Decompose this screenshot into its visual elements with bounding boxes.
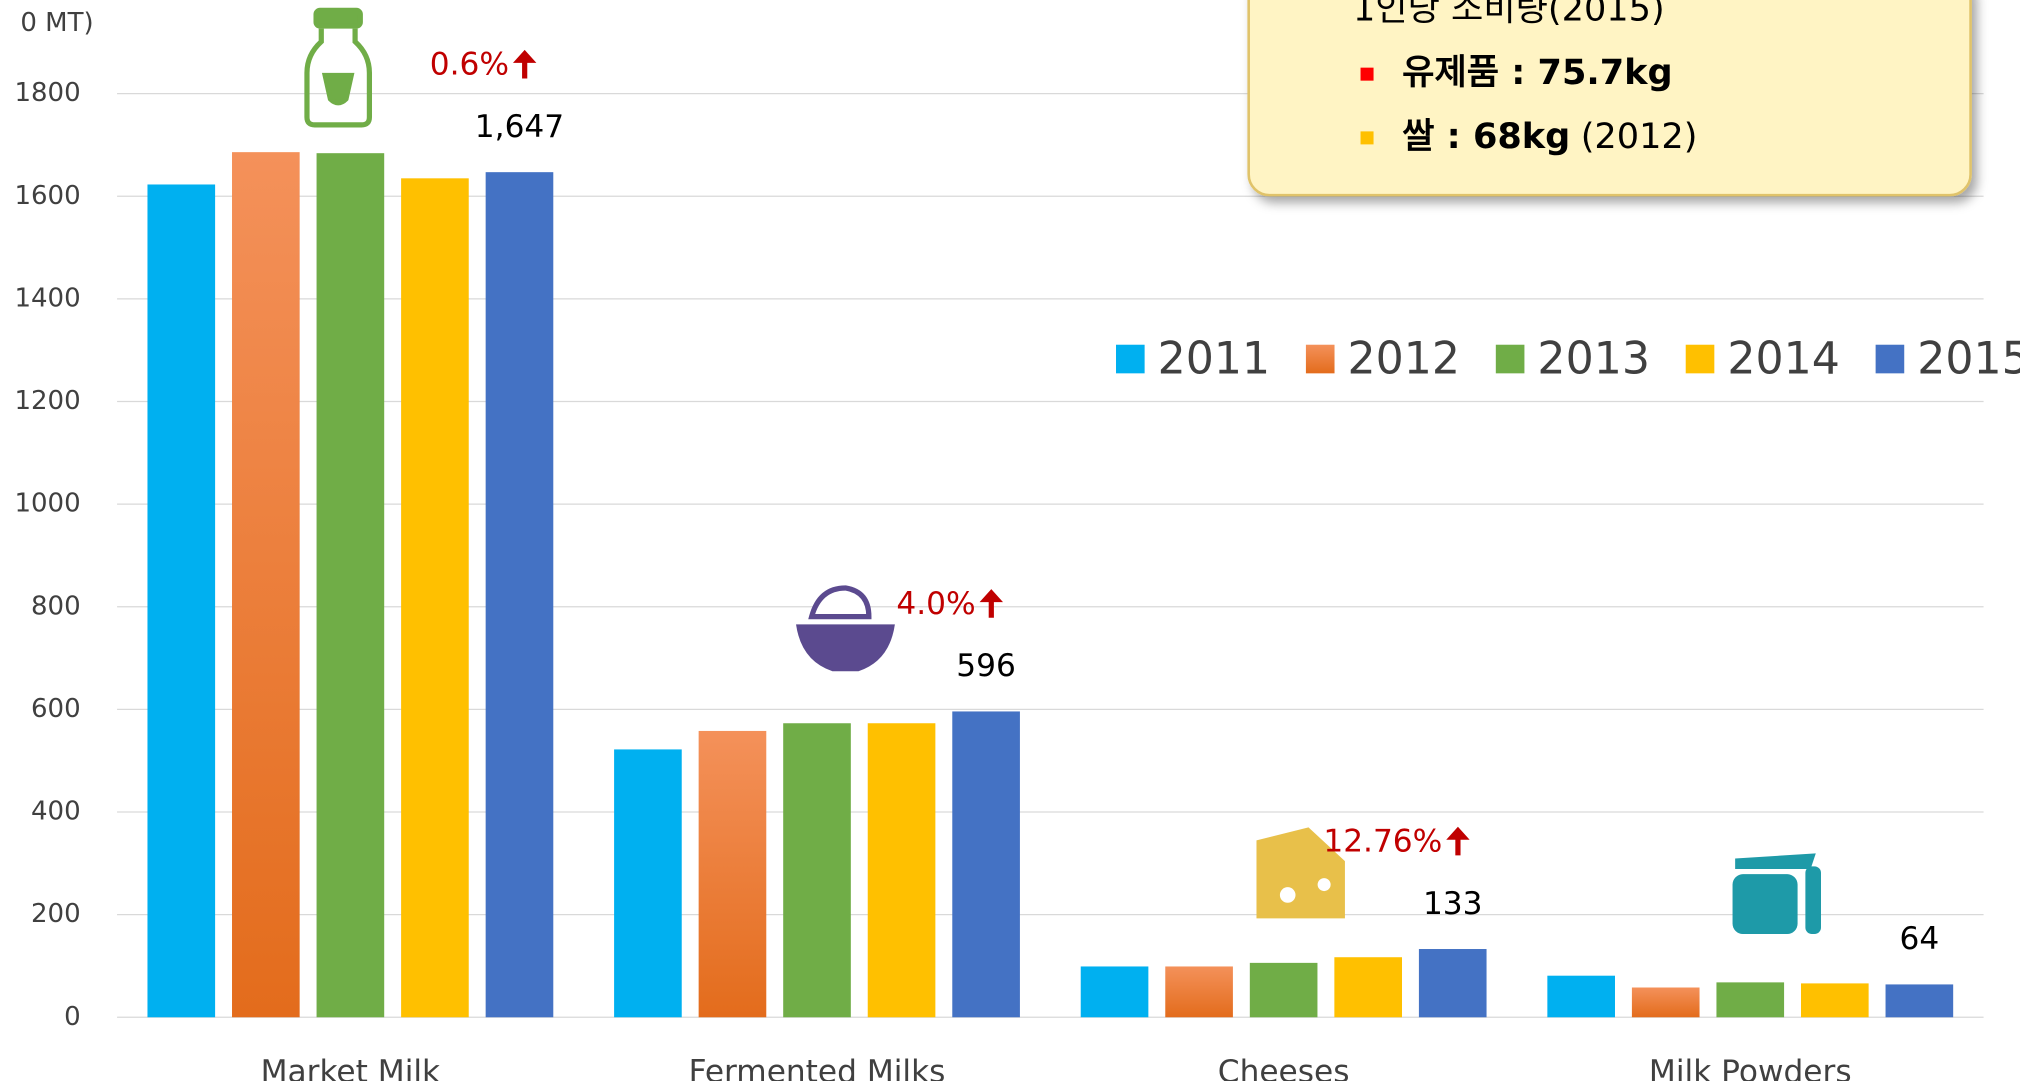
bar: [316, 153, 385, 1018]
legend-label: 2014: [1727, 334, 1840, 385]
bar: [783, 723, 851, 1018]
bar: [952, 711, 1020, 1018]
y-tick-label: 1000: [14, 489, 80, 519]
callout-item: 유제품 : 75.7kg: [1402, 52, 1672, 93]
bar: [1080, 966, 1149, 1018]
legend-label: 2011: [1158, 334, 1271, 385]
y-tick-label: 200: [31, 899, 81, 929]
bar: [614, 749, 682, 1018]
legend-label: 2015: [1917, 334, 2020, 385]
bar: [1547, 975, 1615, 1018]
bar: [1885, 984, 1954, 1018]
legend-swatch: [1495, 344, 1525, 374]
legend-swatch: [1875, 344, 1905, 374]
bar: [1418, 949, 1487, 1018]
bar: [147, 184, 216, 1018]
callout-item-text: 유제품 : 75.7kg: [1402, 52, 1672, 93]
cheese-icon: [1256, 827, 1345, 919]
value-label: 64: [1899, 921, 1939, 957]
callout: 1인당 소비량(2015): [1247, 0, 1972, 197]
legend-swatch: [1305, 344, 1335, 374]
arrow-icon: [1446, 826, 1470, 856]
x-tick-label: Fermented Milks: [689, 1054, 946, 1081]
annotation: 0.6%: [430, 46, 509, 82]
y-tick-label: 1200: [14, 386, 80, 416]
annotation: 12.76%: [1323, 823, 1442, 859]
bar: [485, 172, 554, 1018]
x-tick-label: Cheeses: [1218, 1054, 1350, 1081]
bullet: [1360, 131, 1374, 145]
callout-title: 1인당 소비량(2015): [1353, 0, 1665, 29]
legend-swatch: [1116, 344, 1145, 374]
y-tick-label: 800: [31, 591, 81, 621]
bar: [698, 730, 767, 1018]
legend-label: 2012: [1348, 334, 1461, 385]
value-label: 596: [956, 648, 1016, 684]
bullet: [1360, 67, 1374, 81]
bar: [867, 723, 936, 1018]
annotation: 4.0%: [896, 586, 975, 622]
y-tick-label: 1600: [14, 181, 80, 211]
legend-swatch: [1685, 344, 1715, 374]
x-tick-label: Market Milk: [261, 1054, 441, 1081]
bar: [1334, 957, 1403, 1018]
bar: [401, 178, 469, 1018]
callout-item-text: 쌀 : 68kg: [1402, 116, 1570, 157]
y-axis-label: 0 MT): [20, 8, 93, 38]
arrow-icon: [979, 589, 1004, 618]
callout-item-note: (2012): [1581, 116, 1698, 157]
bar: [1631, 987, 1700, 1018]
plot: 0 200 400 600 800 1000 1200 1400 1600 1800: [14, 78, 1984, 1032]
x-tick-label: Milk Powders: [1649, 1054, 1852, 1081]
y-tick-label: 1800: [14, 78, 80, 108]
y-tick-label: 1400: [14, 283, 80, 313]
y-tick-label: 0: [64, 1002, 81, 1032]
milk-icon: [304, 7, 373, 128]
bar: [1249, 962, 1318, 1018]
bar: [232, 152, 300, 1018]
powder-icon: [1732, 853, 1821, 935]
y-tick-label: 400: [31, 797, 81, 827]
arrow-icon: [512, 49, 537, 79]
legend-label: 2013: [1537, 334, 1650, 385]
callout-box: [1247, 0, 1972, 197]
yogurt-icon: [796, 585, 895, 672]
value-label: 133: [1423, 886, 1483, 922]
bar: [1716, 982, 1785, 1018]
bar: [1800, 983, 1869, 1018]
value-label: 1,647: [475, 109, 564, 145]
callout-item: 쌀 : 68kg (2012): [1402, 116, 1697, 157]
bar: [1165, 966, 1233, 1018]
y-tick-label: 600: [31, 694, 81, 724]
